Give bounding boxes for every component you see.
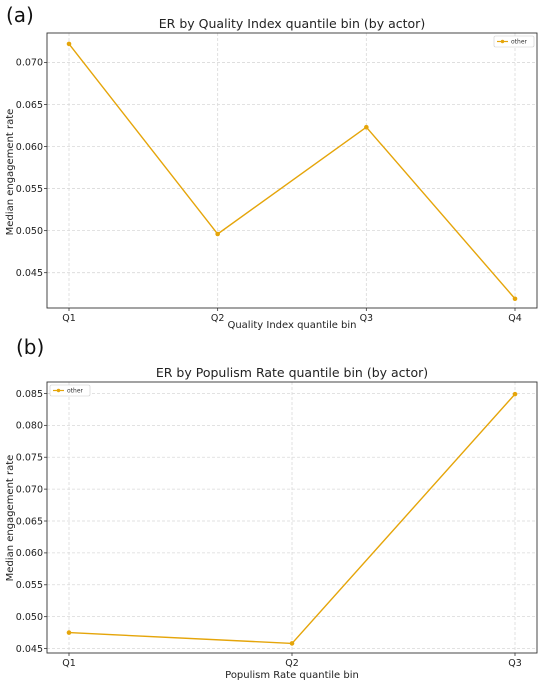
x-tick-label: Q1 — [62, 658, 76, 669]
data-point — [66, 630, 72, 635]
legend-box — [493, 35, 535, 48]
data-point — [512, 391, 518, 397]
y-tick-label: 0.060 — [16, 142, 43, 153]
y-axis-label-b: Median engagement rate — [5, 455, 16, 582]
y-tick-label: 0.050 — [16, 612, 43, 623]
x-axis-label-b: Populism Rate quantile bin — [225, 670, 359, 681]
y-tick-label: 0.070 — [16, 58, 43, 69]
y-tick-label: 0.085 — [16, 389, 43, 400]
x-tick-label: Q2 — [285, 658, 299, 669]
plot-area-b: 0.045 0.050 0.055 0.060 0.065 0.070 0.075 0.080… — [16, 381, 538, 669]
plot-frame — [46, 32, 538, 309]
y-tick-label: 0.045 — [16, 268, 43, 279]
data-point — [512, 296, 518, 302]
panel-label-b: (b) — [16, 335, 44, 359]
data-point — [364, 124, 369, 130]
plot-frame — [46, 381, 538, 654]
data-point — [66, 41, 72, 47]
legend-label: other — [67, 388, 84, 395]
x-axis-label-a: Quality Index quantile bin — [227, 320, 356, 331]
legend-box — [49, 384, 91, 397]
legend-marker — [500, 39, 505, 44]
y-tick-label: 0.065 — [16, 516, 43, 527]
chart-title-b: ER by Populism Rate quantile bin (by act… — [156, 365, 428, 380]
y-tick-label: 0.070 — [16, 484, 43, 495]
y-axis-label-a: Median engagement rate — [5, 109, 16, 236]
y-tick-label: 0.050 — [16, 226, 43, 237]
y-tick-label: 0.055 — [16, 580, 43, 591]
y-tick-label: 0.080 — [16, 421, 43, 432]
x-tick-label: Q3 — [360, 313, 374, 324]
data-point — [215, 231, 220, 237]
x-tick-label: Q1 — [62, 313, 76, 324]
legend-marker — [56, 388, 61, 393]
plot-area-a: 0.045 0.050 0.055 0.060 0.065 0.070 Q1 Q2 Q3 Q4 ot… — [16, 32, 538, 324]
data-point — [289, 641, 295, 646]
y-tick-label: 0.055 — [16, 184, 43, 195]
x-tick-label: Q2 — [211, 313, 225, 324]
y-tick-label: 0.060 — [16, 548, 43, 559]
x-tick-label: Q4 — [508, 313, 522, 324]
series-line-other — [68, 43, 516, 300]
y-tick-label: 0.045 — [16, 644, 43, 655]
panel-label-a: (a) — [6, 3, 34, 27]
chart-title-a: ER by Quality Index quantile bin (by act… — [159, 16, 425, 31]
legend-label: other — [511, 39, 528, 46]
y-tick-label: 0.065 — [16, 100, 43, 111]
x-tick-label: Q3 — [508, 658, 522, 669]
y-tick-label: 0.075 — [16, 453, 43, 464]
